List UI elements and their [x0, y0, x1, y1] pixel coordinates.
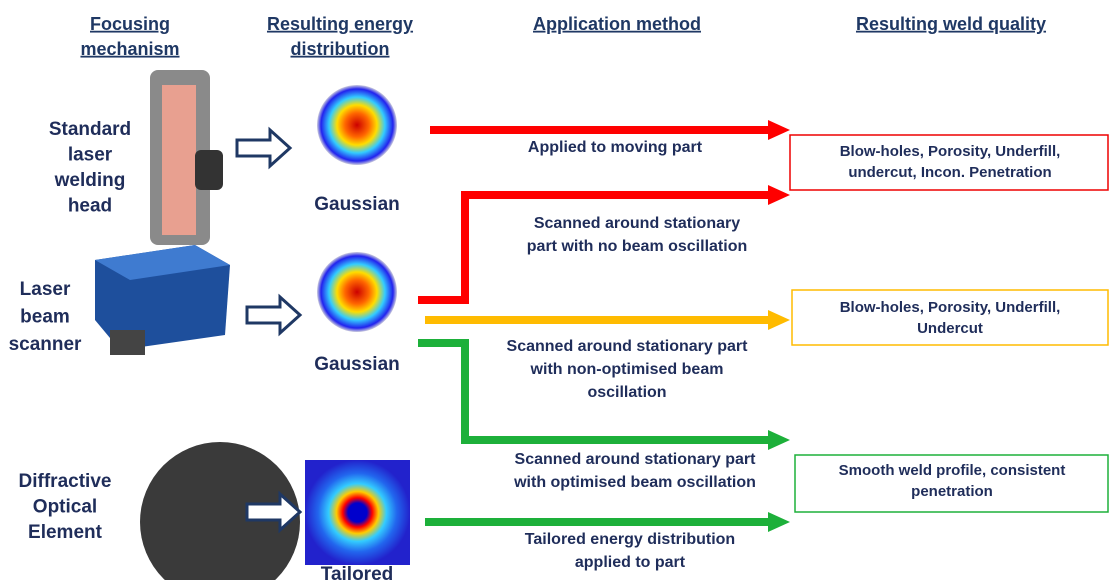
hd-text: mechanism	[80, 39, 179, 59]
meth-text: with non-optimised beam	[530, 361, 724, 378]
mech-text: welding	[54, 170, 126, 191]
hd-text: Resulting weld quality	[856, 14, 1046, 34]
hd-text: Focusing	[90, 14, 170, 34]
hd-text: distribution	[291, 39, 390, 59]
hollow-arrows	[235, 126, 303, 534]
meth-text: Scanned around stationary part	[515, 451, 757, 468]
mech-text: beam	[20, 307, 70, 328]
out-text: undercut, Incon. Penetration	[848, 164, 1051, 181]
outcome-box	[794, 454, 1109, 513]
meth-text: Applied to moving part	[528, 139, 703, 156]
meth-text: oscillation	[587, 384, 666, 401]
out-text: Blow-holes, Porosity, Underfill,	[840, 299, 1061, 316]
mech-text: laser	[68, 145, 113, 166]
meth-text: with optimised beam oscillation	[513, 474, 756, 491]
dist-text: Gaussian	[314, 354, 400, 375]
hd-text: Resulting energy	[267, 14, 413, 34]
dist-text: Gaussian	[314, 194, 400, 215]
mech-text: scanner	[9, 334, 82, 355]
out-text: Blow-holes, Porosity, Underfill,	[840, 143, 1061, 160]
out-text: Smooth weld profile, consistent	[839, 462, 1066, 479]
mech-text: Optical	[33, 497, 97, 518]
arrow-heads	[768, 120, 790, 532]
out-text: Undercut	[917, 320, 983, 337]
gaussian-image	[317, 252, 397, 332]
mech-text: Diffractive	[19, 471, 112, 492]
mech-text: head	[68, 196, 112, 217]
mech-text: Standard	[49, 119, 131, 140]
tailored-image	[305, 460, 410, 565]
flow-arrows	[418, 126, 772, 526]
welding-head-image	[150, 70, 223, 245]
meth-text: Tailored energy distribution	[525, 531, 735, 548]
outcome-box	[791, 289, 1109, 346]
mech-text: Laser	[20, 279, 71, 300]
dist-text: Tailored	[321, 564, 394, 580]
mech-text: Element	[28, 522, 103, 543]
out-text: penetration	[911, 483, 993, 500]
outcome-box	[789, 134, 1109, 191]
meth-text: Scanned around stationary	[534, 215, 740, 232]
scanner-image	[95, 245, 230, 355]
meth-text: Scanned around stationary part	[507, 338, 749, 355]
gaussian-image	[317, 85, 397, 165]
meth-text: part with no beam oscillation	[527, 238, 747, 255]
hd-text: Application method	[533, 14, 701, 34]
meth-text: applied to part	[575, 554, 686, 571]
doe-image	[140, 442, 300, 580]
